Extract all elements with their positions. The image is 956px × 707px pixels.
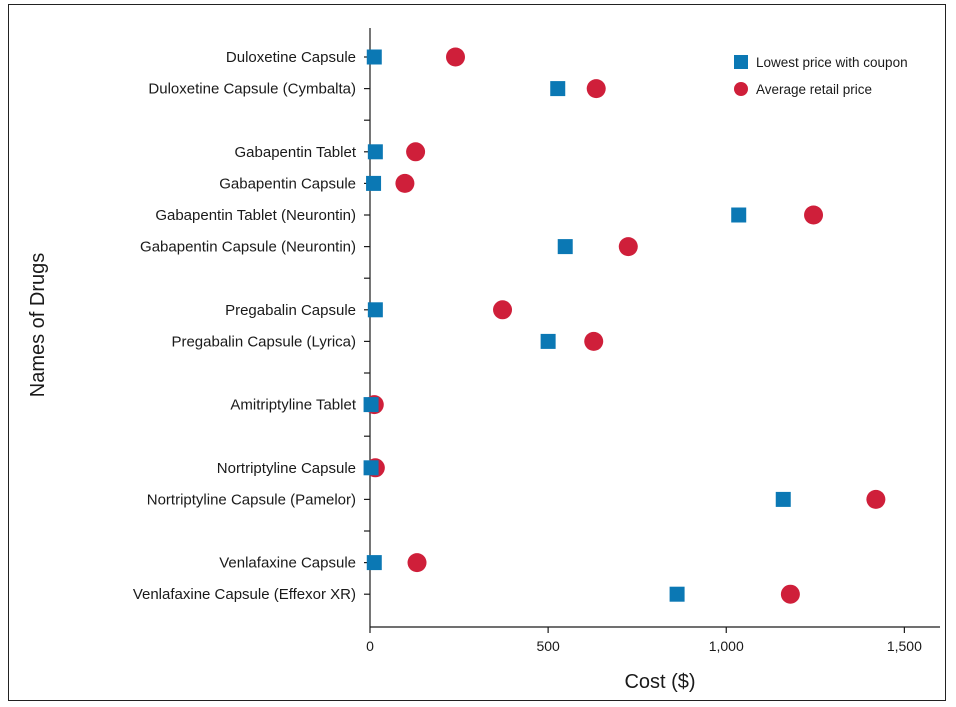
y-category-label: Venlafaxine Capsule (Effexor XR) — [133, 586, 356, 603]
y-category-label: Venlafaxine Capsule — [219, 555, 356, 572]
retail-price-marker — [407, 553, 427, 573]
coupon-price-marker — [367, 302, 383, 318]
coupon-price-marker — [363, 397, 379, 413]
y-category-label: Gabapentin Tablet — [235, 144, 357, 161]
retail-price-marker — [406, 142, 426, 162]
coupon-price-marker — [367, 144, 383, 160]
coupon-price-marker — [775, 491, 791, 507]
y-category-label: Amitriptyline Tablet — [230, 397, 356, 414]
y-category-label: Duloxetine Capsule (Cymbalta) — [148, 81, 356, 98]
x-tick-label: 0 — [366, 638, 374, 654]
legend-label: Lowest price with coupon — [756, 55, 908, 70]
retail-price-marker — [804, 205, 824, 225]
chart-frame — [8, 4, 946, 701]
coupon-price-marker — [540, 333, 556, 349]
y-ticks — [364, 56, 370, 595]
legend-coupon-swatch — [734, 55, 748, 69]
coupon-price-marker — [366, 555, 382, 571]
x-tick-label: 1,000 — [709, 638, 744, 654]
x-tick-label: 500 — [536, 638, 560, 654]
legend: Lowest price with coupon Average retail p… — [734, 55, 908, 97]
y-category-labels: Duloxetine Capsule Duloxetine Capsule (Cy… — [133, 49, 357, 603]
retail-price-marker — [618, 237, 638, 257]
y-category-label: Gabapentin Tablet (Neurontin) — [155, 207, 356, 224]
y-axis-title: Names of Drugs — [27, 253, 49, 398]
y-category-label: Gabapentin Capsule — [219, 175, 356, 192]
retail-price-marker — [446, 47, 465, 67]
retail-price-marker — [493, 300, 513, 320]
retail-price-marker — [586, 79, 606, 99]
coupon-price-marker — [557, 239, 573, 255]
y-category-label: Pregabalin Capsule — [225, 302, 356, 319]
retail-price-marker — [780, 584, 800, 604]
y-category-label: Nortriptyline Capsule — [217, 460, 356, 477]
coupon-price-marker — [731, 207, 747, 223]
retail-price-marker — [866, 489, 886, 509]
retail-price-marker — [395, 173, 415, 193]
coupon-price-marker — [366, 49, 382, 65]
axes — [369, 28, 940, 628]
y-category-label: Pregabalin Capsule (Lyrica) — [171, 333, 356, 350]
retail-price-marker — [584, 331, 604, 351]
x-ticks: 0 500 1,000 1,500 — [366, 627, 922, 654]
x-tick-label: 1,500 — [887, 638, 922, 654]
x-axis-title: Cost ($) — [624, 671, 695, 693]
y-category-label: Duloxetine Capsule — [226, 49, 356, 66]
coupon-price-marker — [363, 460, 379, 476]
coupon-price-marker — [366, 175, 382, 191]
data-markers — [363, 47, 886, 604]
y-category-label: Gabapentin Capsule (Neurontin) — [140, 239, 356, 256]
y-category-label: Nortriptyline Capsule (Pamelor) — [147, 491, 356, 508]
legend-label: Average retail price — [756, 82, 872, 97]
coupon-price-marker — [550, 81, 566, 97]
coupon-price-marker — [669, 586, 685, 602]
legend-retail-swatch — [734, 82, 748, 96]
